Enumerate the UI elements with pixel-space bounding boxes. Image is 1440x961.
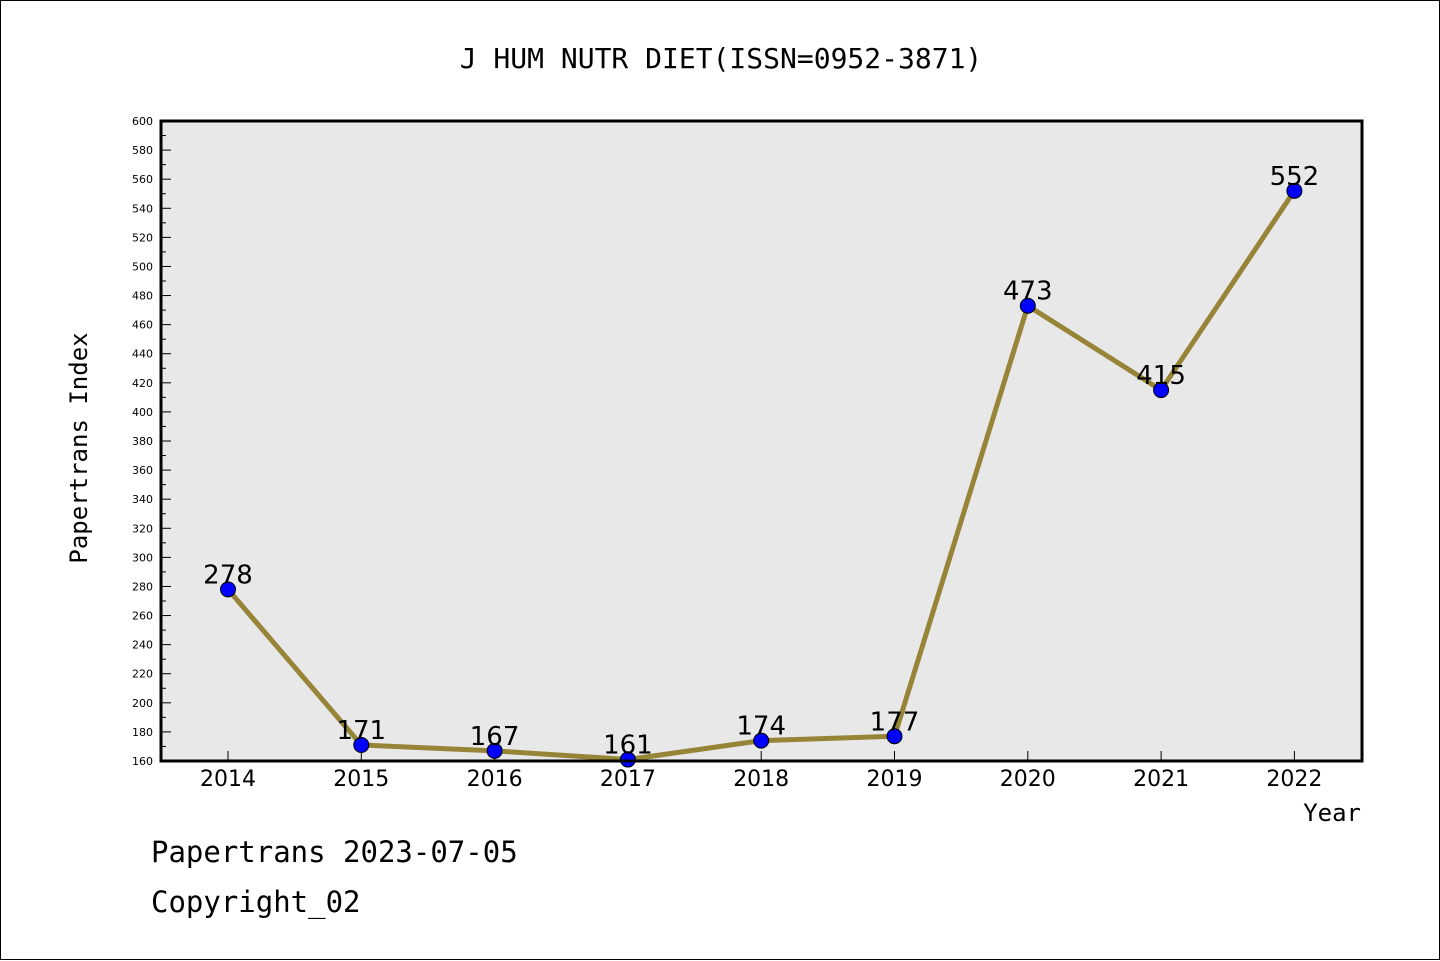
data-point	[886, 728, 903, 745]
plot-area	[161, 121, 1362, 761]
data-label: 167	[470, 722, 520, 752]
y-tick-label: 580	[132, 144, 153, 157]
x-tick-label: 2014	[200, 767, 256, 792]
data-point	[753, 732, 770, 749]
y-tick-label: 280	[132, 580, 153, 593]
data-label: 171	[336, 716, 386, 746]
x-tick-label: 2017	[600, 767, 656, 792]
data-point	[353, 737, 370, 753]
y-tick-label: 300	[132, 551, 153, 564]
data-label: 278	[203, 560, 253, 590]
y-tick-label: 540	[132, 202, 153, 215]
y-tick-label: 320	[132, 522, 153, 535]
x-tick-label: 2019	[867, 767, 923, 792]
y-tick-label: 560	[132, 173, 153, 186]
y-tick-label: 480	[132, 290, 153, 303]
y-tick-label: 200	[132, 697, 153, 710]
data-point	[220, 581, 236, 598]
chart-title: J HUM NUTR DIET(ISSN=0952-3871)	[460, 42, 983, 75]
y-tick-label: 520	[132, 231, 153, 244]
y-tick-label: 260	[132, 610, 153, 623]
y-tick-label: 440	[132, 348, 153, 361]
y-axis-label: Papertrans Index	[65, 332, 93, 563]
y-axis: 160 180 200 220 240 260 280 300 320 340 360 380 400 4…	[132, 115, 171, 768]
data-label: 552	[1270, 162, 1320, 192]
x-tick-label: 2015	[333, 767, 389, 792]
footer-date: Papertrans 2023-07-05	[151, 835, 518, 869]
x-axis: 2014 2015 2016 2017 2018 2019 2020 2021 2022	[200, 751, 1322, 792]
data-point	[1019, 297, 1036, 314]
data-point	[1153, 382, 1170, 399]
y-tick-label: 360	[132, 464, 153, 477]
y-tick-label: 160	[132, 755, 153, 768]
data-label: 177	[870, 707, 920, 737]
x-tick-label: 2018	[733, 767, 789, 792]
y-tick-label: 180	[132, 726, 153, 739]
series-group: 278 171 167 161 174 177 473 415 552	[203, 162, 1320, 768]
y-tick-label: 500	[132, 260, 153, 273]
data-point	[486, 742, 503, 759]
y-tick-label: 400	[132, 406, 153, 419]
x-tick-label: 2022	[1266, 767, 1322, 792]
data-label: 473	[1003, 277, 1053, 307]
y-tick-label: 220	[132, 668, 153, 681]
footer-copyright: Copyright_02	[151, 885, 361, 919]
y-tick-label: 420	[132, 377, 153, 390]
data-point	[1286, 182, 1303, 199]
y-tick-label: 340	[132, 493, 153, 506]
data-label: 415	[1136, 361, 1186, 391]
data-label: 174	[736, 712, 786, 742]
data-label: 161	[603, 731, 653, 761]
x-tick-label: 2020	[1000, 767, 1056, 792]
y-tick-label: 460	[132, 319, 153, 332]
x-tick-label: 2016	[467, 767, 523, 792]
y-tick-label: 240	[132, 639, 153, 652]
y-tick-label: 600	[132, 115, 153, 128]
x-tick-label: 2021	[1133, 767, 1189, 792]
x-axis-label: Year	[1303, 799, 1361, 827]
plot-border	[159, 119, 1364, 763]
y-tick-label: 380	[132, 435, 153, 448]
